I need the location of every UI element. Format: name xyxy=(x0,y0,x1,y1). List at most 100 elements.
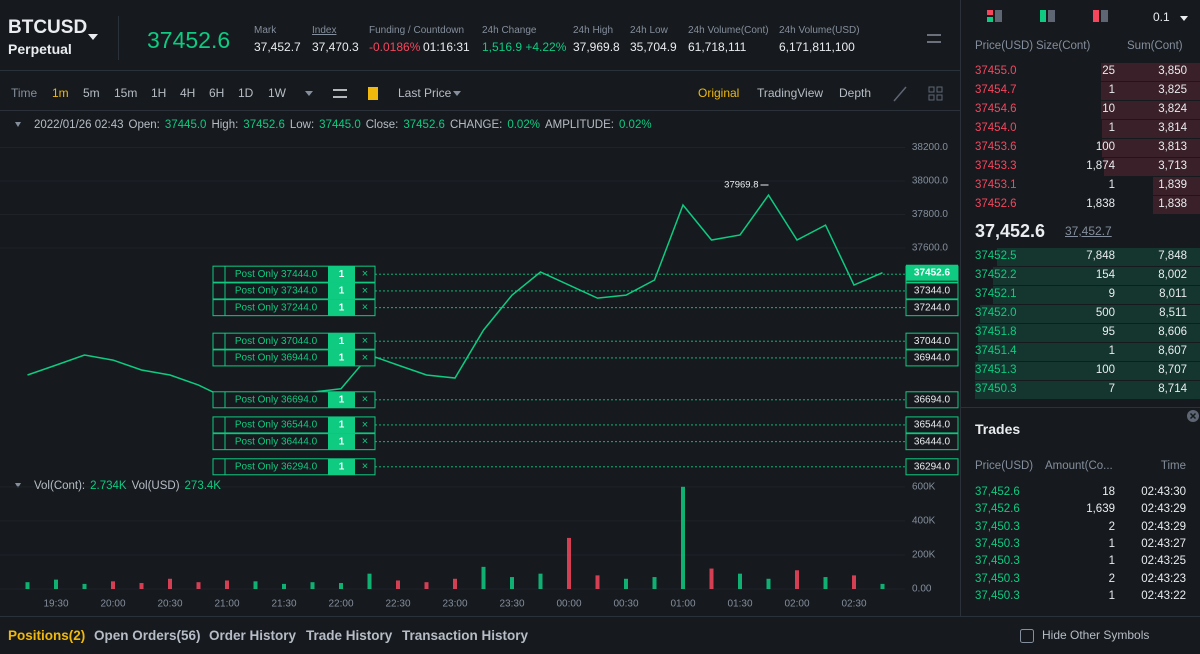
info-label: Vol(USD) xyxy=(131,480,180,492)
interval-tab[interactable]: 1D xyxy=(238,86,254,100)
interval-tab[interactable]: Time xyxy=(11,86,38,100)
trade-time: 02:43:22 xyxy=(1141,589,1186,602)
bottom-tab[interactable]: Order History xyxy=(209,628,297,643)
interval-tab[interactable]: 5m xyxy=(83,86,100,100)
volume-bar xyxy=(624,578,628,589)
template-icon[interactable] xyxy=(368,87,378,100)
step-dropdown[interactable] xyxy=(1180,16,1188,21)
book-price[interactable]: 37453.6 xyxy=(975,141,1017,153)
checkbox[interactable] xyxy=(1020,629,1034,643)
bottom-tab[interactable]: Trade History xyxy=(306,628,393,643)
column-header: Amount(Co... xyxy=(1045,460,1113,472)
fullscreen-icon[interactable] xyxy=(893,86,907,102)
divider xyxy=(0,616,1200,617)
x-tick-label: 22:30 xyxy=(385,599,410,610)
current-price-tag xyxy=(906,264,958,281)
column-header: Price(USD) xyxy=(975,460,1034,472)
symbol[interactable]: BTCUSD xyxy=(8,17,88,38)
settings-icon[interactable] xyxy=(927,34,941,43)
interval-tab[interactable]: 4H xyxy=(180,86,196,100)
volume-bar xyxy=(795,570,799,589)
info-label: Low: xyxy=(289,119,315,131)
bottom-tab[interactable]: Positions(2) xyxy=(8,628,86,643)
interval-dropdown[interactable] xyxy=(305,91,313,96)
depth-bar xyxy=(1101,82,1200,100)
volume-info: Vol(Cont): 2.734K Vol(USD) 273.4K xyxy=(34,480,221,493)
book-price[interactable]: 37452.6 xyxy=(975,198,1017,210)
book-price[interactable]: 37451.8 xyxy=(975,326,1017,338)
order-price-label: 36694.0 xyxy=(914,394,951,405)
collapse-icon[interactable] xyxy=(15,483,21,488)
book-price[interactable]: 37453.3 xyxy=(975,160,1017,172)
trade-amount: 2 xyxy=(1108,520,1115,533)
book-price[interactable]: 37453.1 xyxy=(975,179,1017,191)
divider xyxy=(960,0,961,617)
order-cancel[interactable]: × xyxy=(362,436,368,448)
book-price[interactable]: 37454.6 xyxy=(975,103,1017,115)
symbol-dropdown[interactable] xyxy=(88,34,98,40)
column-header: Size(Cont) xyxy=(1036,40,1091,52)
order-cancel[interactable]: × xyxy=(362,394,368,406)
book-price[interactable]: 37452.2 xyxy=(975,269,1017,281)
orderbook-toolbar xyxy=(987,10,1188,22)
order-cancel[interactable]: × xyxy=(362,352,368,364)
bottom-tab[interactable]: Open Orders(56) xyxy=(94,628,201,643)
book-price[interactable]: 37451.4 xyxy=(975,345,1017,357)
column-header: Price(USD) xyxy=(975,40,1034,52)
trade-time: 02:43:29 xyxy=(1141,503,1186,516)
order-cancel[interactable]: × xyxy=(362,268,368,280)
interval-tab[interactable]: 15m xyxy=(114,86,138,100)
price-type-dropdown[interactable] xyxy=(453,91,461,96)
order-cancel[interactable]: × xyxy=(362,285,368,297)
interval-tab[interactable]: 6H xyxy=(209,86,225,100)
book-size: 1 xyxy=(1108,122,1115,134)
depth-bar xyxy=(1152,196,1200,214)
indicator-icon[interactable] xyxy=(333,89,347,98)
y-tick-label: 37600.0 xyxy=(912,243,949,254)
x-tick-label: 20:30 xyxy=(157,599,182,610)
interval-tab[interactable]: 1m xyxy=(52,86,69,100)
volume-bar xyxy=(852,575,856,589)
book-price[interactable]: 37455.0 xyxy=(975,65,1017,77)
book-price[interactable]: 37452.5 xyxy=(975,250,1017,262)
book-price[interactable]: 37452.0 xyxy=(975,307,1017,319)
book-size: 1,838 xyxy=(1086,198,1115,210)
stat-value: 61,718,111 xyxy=(688,40,747,54)
collapse-icon[interactable] xyxy=(15,122,21,127)
book-price[interactable]: 37454.7 xyxy=(975,84,1017,96)
layout-asks[interactable] xyxy=(1093,10,1108,22)
step[interactable]: 0.1 xyxy=(1153,10,1170,24)
order-price-tag xyxy=(905,349,959,367)
book-price[interactable]: 37451.3 xyxy=(975,364,1017,376)
trade-time: 02:43:30 xyxy=(1141,486,1186,498)
info-label: Open: xyxy=(128,119,160,131)
order-cancel[interactable]: × xyxy=(362,335,368,347)
order-cancel[interactable]: × xyxy=(362,461,368,473)
volume-bar xyxy=(595,575,600,589)
trade-price: 37,452.6 xyxy=(975,486,1020,498)
close-icon[interactable] xyxy=(1186,408,1200,424)
view-tab[interactable]: Depth xyxy=(839,86,872,100)
price-type[interactable]: Last Price xyxy=(398,86,452,100)
layout-both[interactable] xyxy=(987,10,1002,22)
interval-tab[interactable]: 1H xyxy=(151,86,167,100)
book-price[interactable]: 37450.3 xyxy=(975,383,1017,395)
order-cancel[interactable]: × xyxy=(362,302,368,314)
y-tick-label: 600K xyxy=(912,481,936,492)
hide-other[interactable]: Hide Other Symbols xyxy=(1042,628,1150,642)
book-price[interactable]: 37452.1 xyxy=(975,288,1017,300)
layout-icon[interactable] xyxy=(928,86,943,101)
order-cancel[interactable]: × xyxy=(362,419,368,431)
volume-bar xyxy=(709,568,714,589)
bottom-tab[interactable]: Transaction History xyxy=(402,628,529,643)
depth-bar xyxy=(1101,120,1200,138)
book-price[interactable]: 37454.0 xyxy=(975,122,1017,134)
layout-bids[interactable] xyxy=(1040,10,1055,22)
view-tab[interactable]: Original xyxy=(698,86,740,100)
order-qty: 1 xyxy=(339,336,345,347)
interval-tab[interactable]: 1W xyxy=(268,86,286,100)
view-tab[interactable]: TradingView xyxy=(757,86,824,100)
volume-bar xyxy=(282,583,286,589)
order-price-tag xyxy=(905,332,959,350)
